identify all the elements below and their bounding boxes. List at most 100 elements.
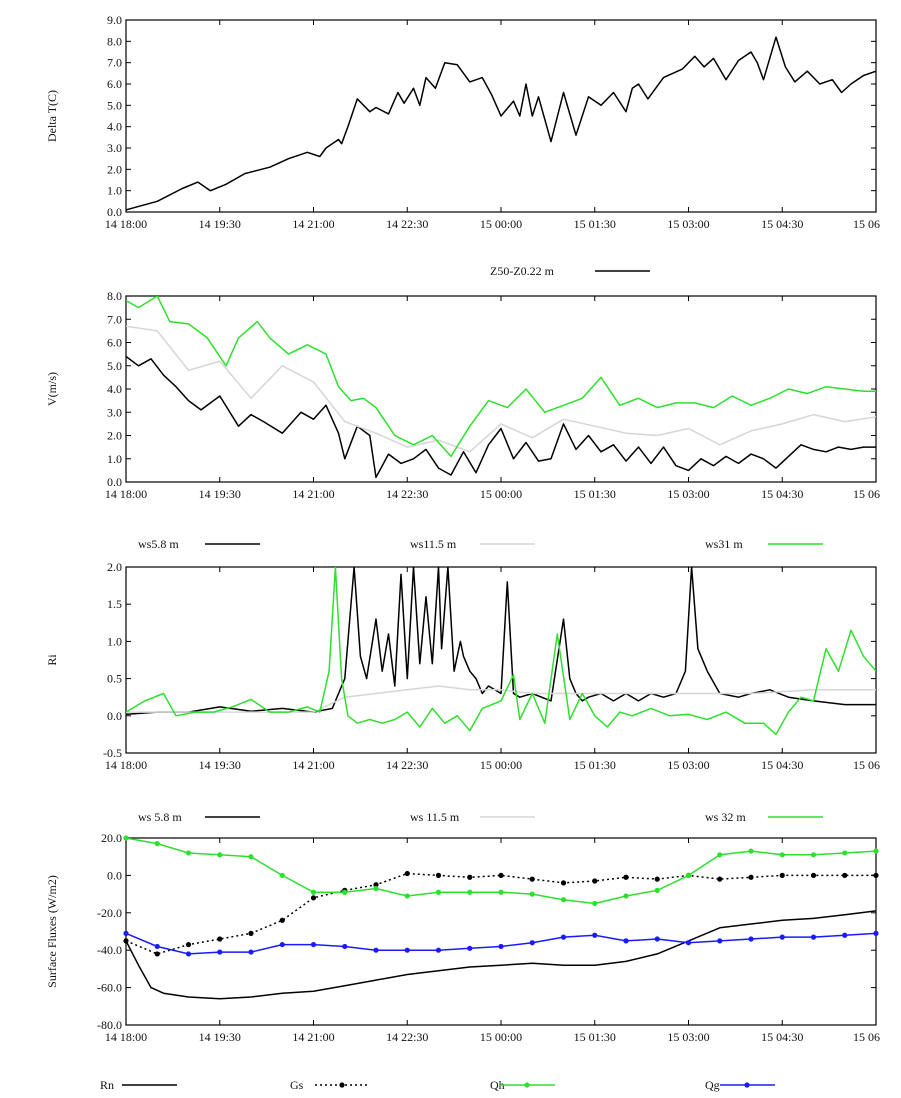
- data-point: [435, 889, 442, 895]
- x-tick-label: 14 21:00: [292, 758, 334, 772]
- x-tick-label: 14 19:30: [199, 758, 241, 772]
- data-point: [748, 874, 754, 880]
- legend-label: ws11.5 m: [410, 537, 457, 551]
- data-point: [623, 874, 629, 880]
- y-tick-label: 6.0: [107, 336, 122, 350]
- data-point: [123, 835, 129, 841]
- data-point: [842, 872, 848, 879]
- data-point: [342, 943, 348, 950]
- data-point: [717, 852, 723, 858]
- chart-panel-3: -0.5 0.0 0.5 1.0 1.5 2.0 14 18:00 14 19:30 14 21…: [45, 560, 880, 824]
- y-tick-label: -60.0: [97, 981, 122, 995]
- y-tick-label: 4.0: [107, 382, 122, 396]
- y-tick-label: 7.0: [107, 56, 122, 70]
- x-tick-label: 15 00:00: [480, 1030, 522, 1044]
- legend-label: ws5.8 m: [138, 537, 179, 551]
- y-tick-label: 4.0: [107, 120, 122, 134]
- data-point: [217, 949, 223, 955]
- plot-frame: [125, 566, 877, 754]
- data-point: [248, 930, 254, 936]
- y-tick-label: 7.0: [107, 312, 122, 326]
- data-point: [342, 889, 348, 895]
- data-point: [248, 854, 254, 860]
- y-tick-label: 5.0: [107, 98, 122, 112]
- x-tick-label: 14 21:00: [292, 1030, 334, 1044]
- data-point: [404, 893, 410, 899]
- y-tick-label: 0.0: [107, 205, 122, 219]
- x-tick-label: 15 06: [853, 217, 880, 231]
- data-point: [404, 947, 410, 953]
- data-point: [373, 882, 379, 888]
- legend-marker: [744, 1082, 750, 1088]
- data-point: [185, 941, 192, 948]
- data-point: [685, 940, 692, 946]
- y-tick-label: -0.5: [103, 746, 122, 760]
- data-point: [185, 850, 192, 856]
- y-tick-label: -40.0: [97, 943, 122, 957]
- legend-marker: [524, 1082, 530, 1088]
- y-tick-label: 3.0: [107, 405, 122, 419]
- data-point: [373, 885, 379, 892]
- data-point: [217, 852, 223, 858]
- y-tick-label: 1.0: [107, 634, 122, 648]
- data-point: [154, 943, 160, 950]
- y-tick-label: -80.0: [97, 1018, 122, 1032]
- data-point: [279, 872, 285, 879]
- data-point: [310, 895, 317, 901]
- data-point: [842, 932, 848, 938]
- legend-label: Z50-Z0.22 m: [490, 264, 555, 278]
- x-tick-label: 15 03:00: [667, 217, 709, 231]
- series-line-ws5-8-m: [126, 355, 876, 479]
- x-tick-label: 15 03:00: [667, 758, 709, 772]
- x-tick-label: 15 06: [853, 487, 880, 501]
- data-point: [592, 932, 598, 938]
- y-tick-label: 1.5: [107, 597, 122, 611]
- x-tick-label: 15 01:30: [574, 217, 616, 231]
- legend-label: Qh: [490, 1078, 505, 1092]
- legend-label: ws 32 m: [705, 810, 746, 824]
- y-tick-label: 20.0: [101, 831, 122, 845]
- x-tick-label: 14 18:00: [105, 1030, 147, 1044]
- x-tick-label: 14 21:00: [292, 217, 334, 231]
- y-tick-label: 0.5: [107, 672, 122, 686]
- legend: Z50-Z0.22 m: [490, 264, 650, 278]
- data-point: [873, 848, 879, 854]
- x-tick-label: 14 22:30: [386, 758, 428, 772]
- data-point: [560, 880, 567, 886]
- x-tick-label: 15 04:30: [761, 217, 803, 231]
- wind-speed-axis-label: V(m/s): [45, 372, 59, 406]
- series-line-ws11-5-m: [126, 325, 876, 453]
- series-line-z50-z0-22-m: [126, 36, 876, 211]
- data-point: [373, 947, 379, 953]
- data-point: [779, 934, 785, 940]
- x-tick-label: 14 22:30: [386, 1030, 428, 1044]
- data-point: [529, 876, 535, 882]
- x-tick-label: 14 18:00: [105, 217, 147, 231]
- y-tick-label: 2.0: [107, 560, 122, 574]
- y-tick-label: 5.0: [107, 359, 122, 373]
- data-point: [310, 889, 317, 895]
- data-point: [873, 930, 879, 936]
- x-tick-label: 15 06: [853, 758, 880, 772]
- legend: Rn Gs Qh Qg: [100, 1078, 775, 1092]
- data-point: [654, 887, 660, 893]
- delta-t-axis-label: Delta T(C): [45, 90, 59, 142]
- y-tick-label: 0.0: [107, 475, 122, 489]
- data-point: [779, 872, 785, 879]
- x-tick-label: 15 00:00: [480, 487, 522, 501]
- data-point: [810, 852, 817, 858]
- data-point: [654, 936, 660, 942]
- y-tick-label: -20.0: [97, 906, 122, 920]
- data-point: [748, 936, 754, 942]
- legend-label: Rn: [100, 1078, 114, 1092]
- chart-panel-2: 0.0 1.0 2.0 3.0 4.0 5.0 6.0 7.0 8.0 14 18:00 14 19…: [45, 289, 880, 551]
- y-tick-label: 9.0: [107, 13, 122, 27]
- chart-panel-1: 0.0 1.0 2.0 3.0 4.0 5.0 6.0 7.0 8.0 9.0 14 18:00 14…: [45, 13, 880, 278]
- x-tick-label: 15 03:00: [667, 1030, 709, 1044]
- data-point: [279, 917, 285, 923]
- x-tick-label: 14 19:30: [199, 487, 241, 501]
- x-tick-label: 15 01:30: [574, 1030, 616, 1044]
- y-tick-label: 8.0: [107, 34, 122, 48]
- data-point: [592, 900, 598, 907]
